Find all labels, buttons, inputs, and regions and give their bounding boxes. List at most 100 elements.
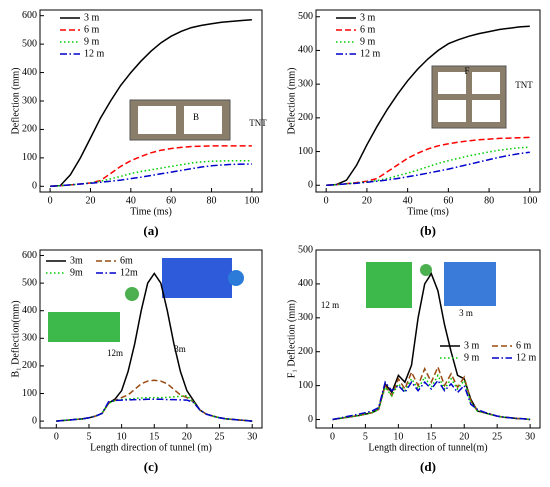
x-tick-label: 10: [117, 431, 127, 442]
series-line: [326, 136, 530, 187]
panel-caption: (d): [420, 459, 436, 474]
y-tick-label: 100: [298, 380, 313, 391]
panel-caption: (b): [420, 223, 436, 238]
x-tick-label: 30: [525, 431, 535, 442]
legend-label: 12m: [120, 267, 138, 278]
x-tick-label: 25: [492, 431, 502, 442]
legend-label: 9 m: [360, 36, 376, 47]
series-line: [56, 398, 253, 422]
x-tick-label: 5: [363, 431, 368, 442]
chart: 0 20 40 60 80 100 0 100 200 300 400 500 600 Time (ms)…: [10, 9, 267, 238]
annotation: F: [464, 66, 469, 76]
x-tick-label: 60: [166, 195, 176, 206]
annotation: TNT: [515, 80, 533, 90]
y-tick-label: 200: [298, 112, 313, 123]
y-tick-label: 500: [298, 11, 313, 22]
plot-frame: [315, 9, 541, 193]
series-line: [332, 272, 531, 421]
series-line: [326, 151, 530, 187]
x-tick-label: 40: [126, 195, 136, 206]
y-tick-label: 0: [308, 180, 313, 191]
x-tick-label: 30: [247, 431, 257, 442]
y-tick-label: 500: [22, 277, 37, 288]
x-tick-label: 20: [362, 195, 372, 206]
y-tick-label: 100: [298, 146, 313, 157]
legend-label: 6 m: [516, 340, 532, 351]
x-tick-label: 20: [85, 195, 95, 206]
x-tick-label: 40: [403, 195, 413, 206]
inset-a: [129, 99, 231, 141]
y-tick-label: 300: [22, 333, 37, 344]
legend-label: 12 m: [516, 352, 537, 363]
x-tick-label: 0: [324, 195, 329, 206]
panel-caption: (a): [143, 223, 158, 238]
annotation: 12m: [107, 348, 123, 358]
x-tick-label: 60: [443, 195, 453, 206]
plot-frame: [39, 249, 263, 429]
annotation: 3 m: [459, 308, 473, 318]
inset-c: [48, 258, 244, 342]
x-tick-label: 10: [393, 431, 403, 442]
y-tick-label: 0: [308, 414, 313, 425]
y-tick-label: 200: [22, 360, 37, 371]
annotation: TNT: [249, 118, 267, 128]
y-axis-label: Deflection (mm): [10, 68, 21, 135]
x-tick-label: 5: [86, 431, 91, 442]
series-line: [50, 145, 252, 188]
x-axis-label: Time (ms): [130, 206, 172, 217]
y-tick-label: 300: [22, 95, 37, 106]
x-tick-label: 0: [48, 195, 53, 206]
plot-frame: [315, 249, 541, 429]
y-tick-label: 600: [22, 250, 37, 261]
y-axis-label: Deflection (mm): [286, 68, 297, 135]
series-line: [332, 379, 531, 421]
legend-label: 3 m: [84, 12, 100, 23]
series-line: [50, 18, 252, 188]
inset-d: [366, 262, 496, 308]
legend-label: 3 m: [360, 12, 376, 23]
series-line: [50, 159, 252, 188]
y-axis-label: F₁ Deflection (mm): [286, 300, 297, 378]
series-line: [332, 364, 531, 421]
annotation: 3m: [174, 344, 186, 354]
y-tick-label: 0: [32, 415, 37, 426]
y-tick-label: 100: [22, 388, 37, 399]
panel-caption: (c): [144, 459, 158, 474]
x-tick-label: 0: [54, 431, 59, 442]
y-tick-label: 600: [22, 10, 37, 21]
x-tick-label: 20: [182, 431, 192, 442]
series-line: [56, 379, 253, 422]
x-axis-label: Length direction of tunnel (m): [90, 442, 212, 453]
y-tick-label: 400: [22, 305, 37, 316]
x-axis-label: Time (ms): [407, 206, 449, 217]
legend-label: 3 m: [464, 340, 480, 351]
y-tick-label: 0: [32, 181, 37, 192]
y-tick-label: 500: [22, 38, 37, 49]
annotation: B: [193, 112, 199, 122]
x-tick-label: 100: [244, 195, 259, 206]
y-tick-label: 300: [298, 312, 313, 323]
x-tick-label: 15: [149, 431, 159, 442]
x-tick-label: 80: [207, 195, 217, 206]
legend-label: 6 m: [84, 24, 100, 35]
y-tick-label: 400: [298, 45, 313, 56]
x-tick-label: 20: [459, 431, 469, 442]
legend-label: 12 m: [84, 48, 105, 59]
legend-label: 12 m: [360, 48, 381, 59]
legend-label: 9m: [70, 267, 83, 278]
y-tick-label: 400: [22, 67, 37, 78]
series-line: [326, 25, 530, 187]
x-tick-label: 100: [522, 195, 537, 206]
y-axis-label: B₁ Deflection(mm): [10, 300, 21, 377]
annotation: 12 m: [321, 300, 339, 310]
legend-label: 9 m: [464, 352, 480, 363]
legend-label: 3m: [70, 255, 83, 266]
x-tick-label: 80: [484, 195, 494, 206]
series-line: [56, 394, 253, 422]
y-tick-label: 500: [298, 244, 313, 255]
y-tick-label: 400: [298, 278, 313, 289]
legend-label: 6 m: [360, 24, 376, 35]
